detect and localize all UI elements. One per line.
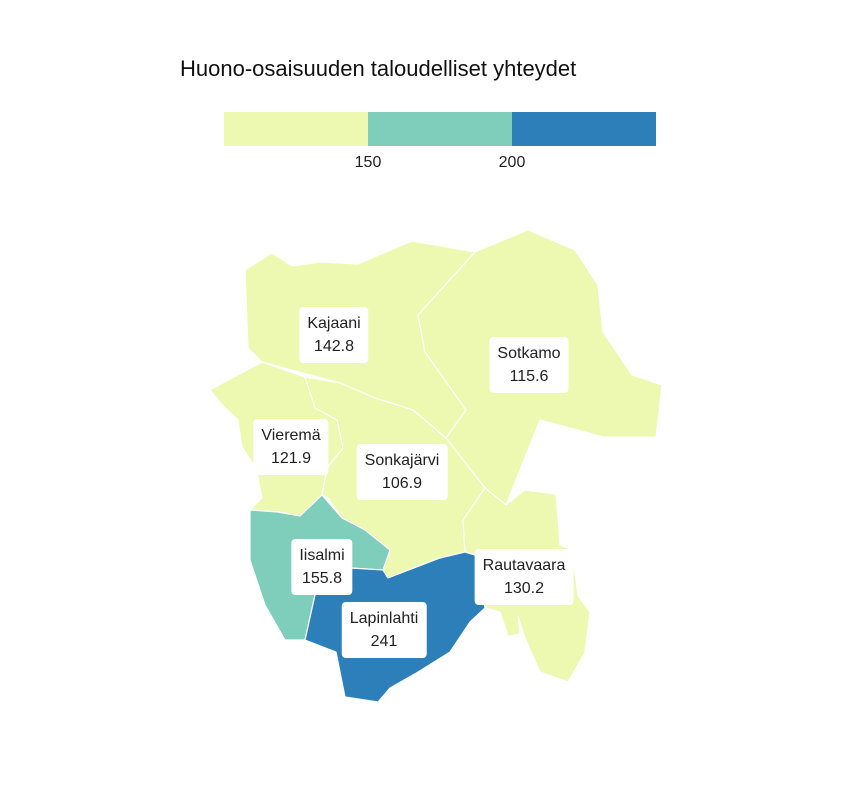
color-legend: 150 200 xyxy=(224,112,656,171)
region-value: 121.9 xyxy=(270,450,312,467)
legend-bin-mid xyxy=(368,112,512,146)
region-value: 142.8 xyxy=(313,338,355,355)
region-label-rautavaara: Rautavaara 130.2 xyxy=(474,549,574,605)
region-value: 106.9 xyxy=(381,475,423,492)
region-label-iisalmi: Iisalmi 155.8 xyxy=(291,539,353,595)
region-value: 241 xyxy=(370,633,398,650)
region-value: 115.6 xyxy=(509,368,549,385)
region-value: 155.8 xyxy=(301,570,343,587)
region-label-vierema: Vieremä 121.9 xyxy=(253,419,329,475)
region-name: Rautavaara xyxy=(482,557,566,574)
region-name: Kajaani xyxy=(307,315,361,332)
legend-bin-low xyxy=(224,112,368,146)
region-name: Sonkajärvi xyxy=(364,452,440,469)
legend-tick-label: 150 xyxy=(354,154,382,171)
legend-tick-label: 200 xyxy=(498,154,526,171)
region-name: Sotkamo xyxy=(497,345,561,362)
region-name: Vieremä xyxy=(261,427,321,444)
region-label-sotkamo: Sotkamo 115.6 xyxy=(489,337,569,393)
region-label-kajaani: Kajaani 142.8 xyxy=(299,307,369,363)
region-label-sonkajarvi: Sonkajärvi 106.9 xyxy=(356,444,448,500)
region-name: Iisalmi xyxy=(299,547,345,564)
region-name: Lapinlahti xyxy=(349,610,419,627)
legend-bin-high xyxy=(512,112,656,146)
map-title: Huono-osaisuuden taloudelliset yhteydet xyxy=(180,56,577,81)
region-value: 130.2 xyxy=(503,580,545,597)
region-label-lapinlahti: Lapinlahti 241 xyxy=(341,602,427,658)
